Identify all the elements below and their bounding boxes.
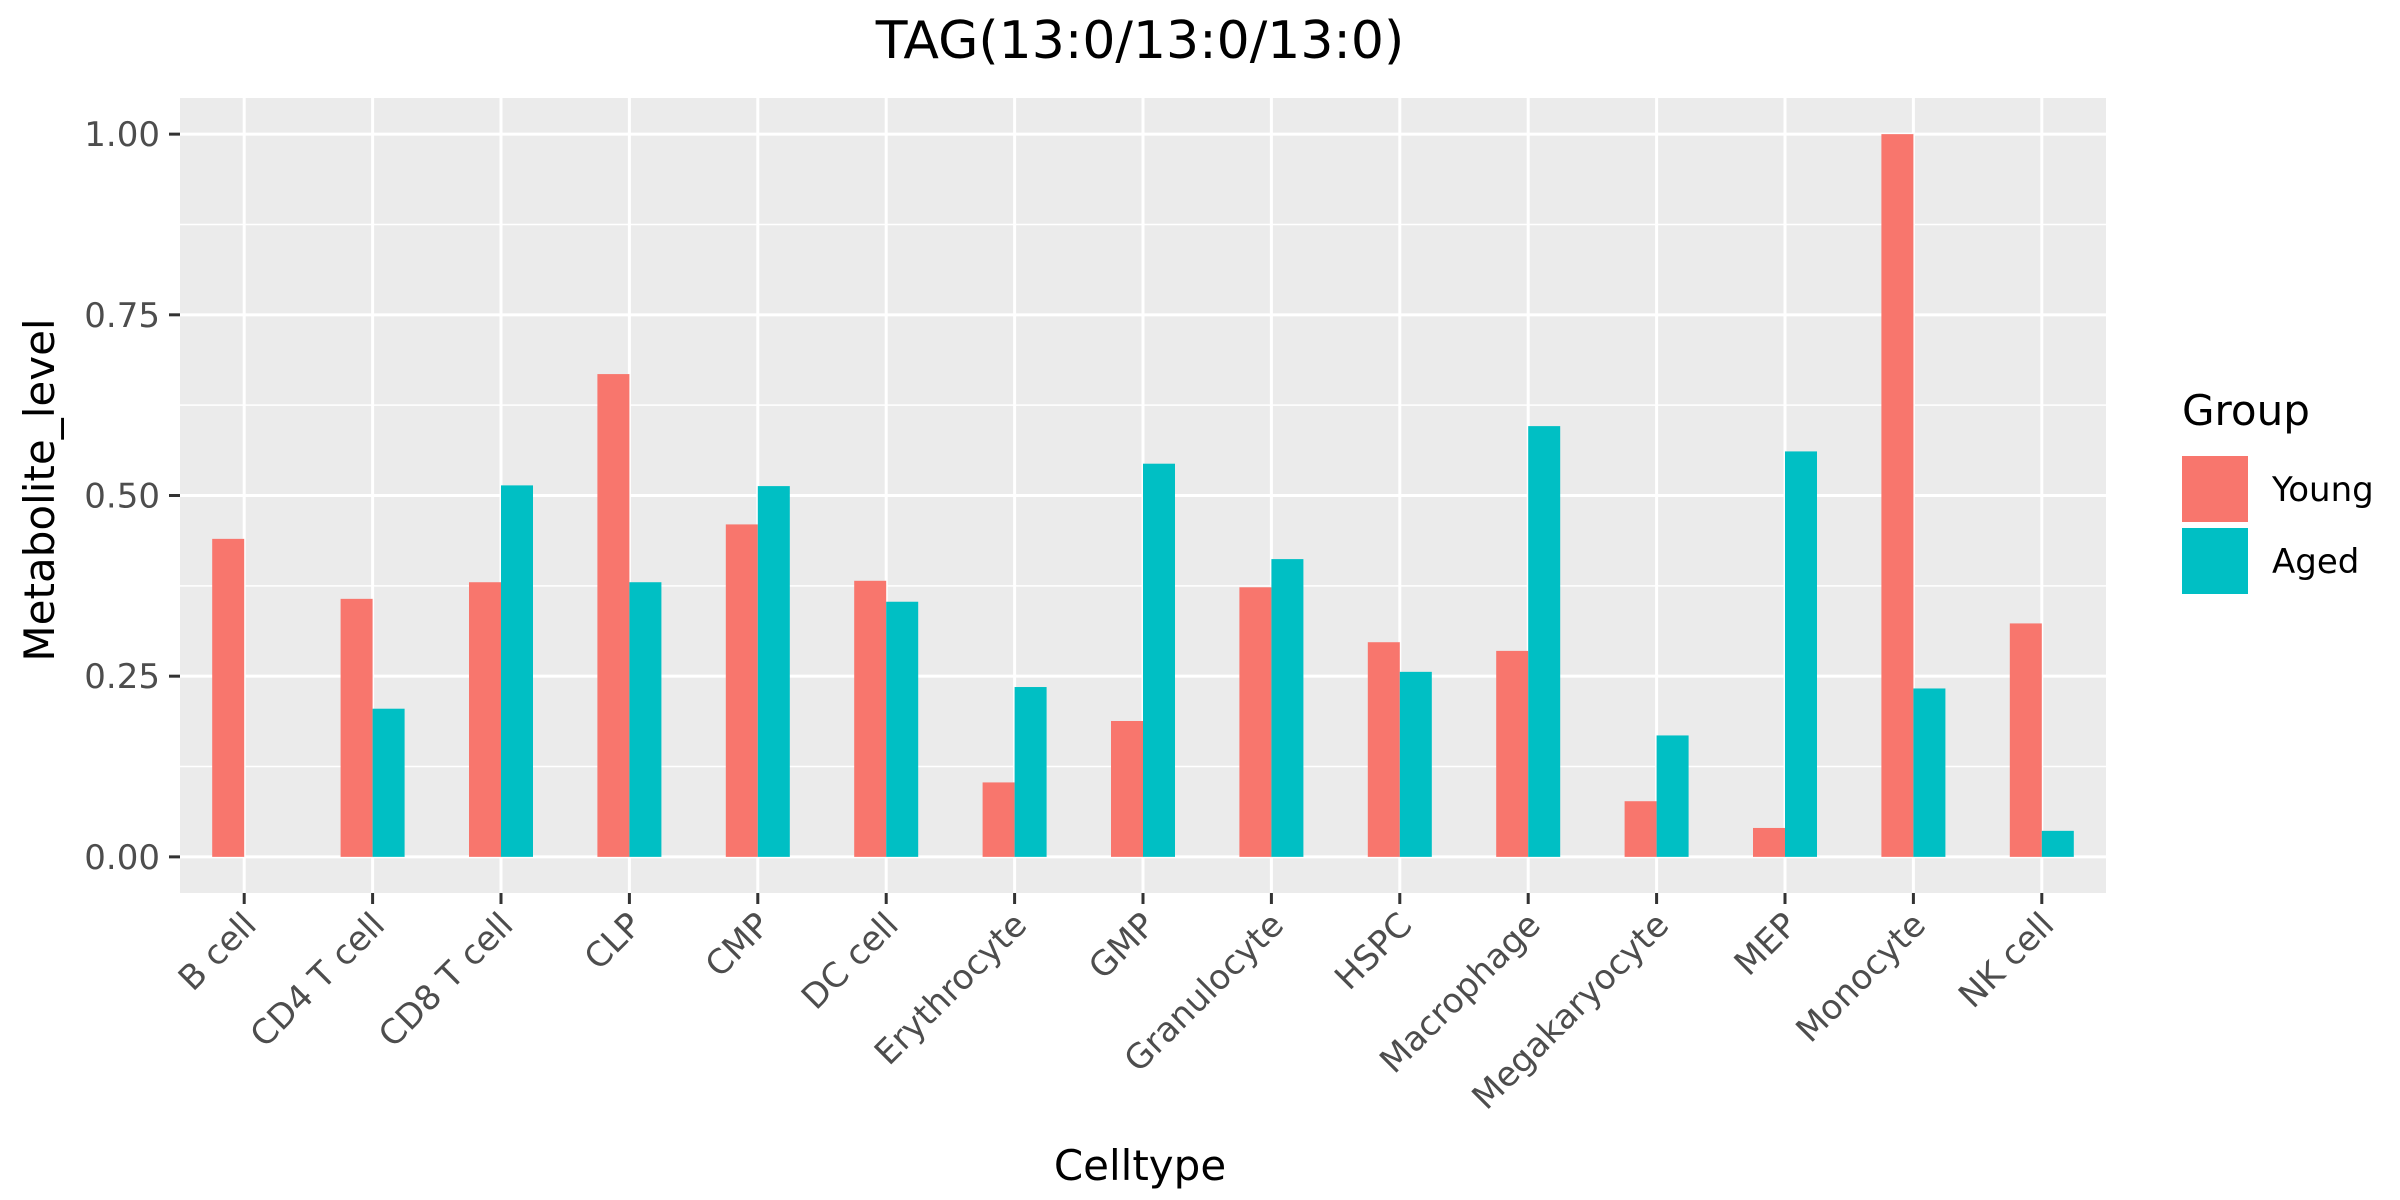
- bar-aged-cmp: [757, 486, 790, 857]
- bar-young-hspc: [1367, 642, 1400, 857]
- x-axis-title: Celltype: [1054, 1141, 1226, 1190]
- y-axis-title: Metabolite_level: [15, 318, 64, 661]
- bar-aged-clp: [629, 582, 662, 857]
- bar-young-erythrocyte: [982, 782, 1015, 857]
- bar-young-megakaryocyte: [1624, 801, 1657, 857]
- bars: [212, 134, 2074, 857]
- bar-young-cd4-t-cell: [340, 598, 373, 857]
- y-axis: 0.00 0.25 0.50 0.75 1.00: [84, 115, 180, 878]
- legend-key-aged: [2182, 528, 2248, 594]
- bar-aged-hspc: [1399, 671, 1432, 857]
- y-tick-label: 0.75: [84, 296, 160, 336]
- bar-young-clp: [597, 374, 630, 857]
- bar-aged-mep: [1785, 451, 1817, 857]
- bar-aged-granulocyte: [1271, 559, 1304, 857]
- bar-aged-cd8-t-cell: [501, 485, 533, 857]
- y-tick-label: 1.00: [84, 115, 160, 155]
- bar-aged-cd4-t-cell: [372, 708, 405, 857]
- bar-young-mep: [1753, 827, 1785, 857]
- bar-young-dc-cell: [854, 580, 887, 857]
- bar-young-b-cell: [212, 538, 245, 857]
- y-tick-label: 0.00: [84, 838, 160, 878]
- bar-young-gmp: [1111, 720, 1143, 857]
- bar-young-nk-cell: [2009, 623, 2042, 857]
- bar-aged-macrophage: [1528, 426, 1561, 857]
- legend-title: Group: [2182, 386, 2310, 435]
- bar-young-macrophage: [1496, 650, 1529, 857]
- bar-young-granulocyte: [1239, 587, 1272, 857]
- bar-aged-monocyte: [1913, 688, 1946, 857]
- bar-young-monocyte: [1881, 134, 1914, 857]
- y-tick-label: 0.25: [84, 657, 160, 697]
- legend-label-aged: Aged: [2272, 542, 2359, 582]
- legend-key-young: [2182, 456, 2248, 522]
- chart-title: TAG(13:0/13:0/13:0): [875, 11, 1405, 71]
- bar-aged-erythrocyte: [1014, 687, 1047, 857]
- bar-young-cd8-t-cell: [469, 582, 501, 857]
- bar-aged-nk-cell: [2041, 830, 2074, 857]
- bar-aged-gmp: [1143, 463, 1175, 857]
- legend-label-young: Young: [2271, 470, 2374, 510]
- bar-aged-dc-cell: [886, 601, 919, 857]
- legend: Group Young Aged: [2182, 386, 2374, 594]
- bar-young-cmp: [725, 524, 758, 857]
- bar-aged-megakaryocyte: [1656, 735, 1689, 857]
- y-tick-label: 0.50: [84, 477, 160, 517]
